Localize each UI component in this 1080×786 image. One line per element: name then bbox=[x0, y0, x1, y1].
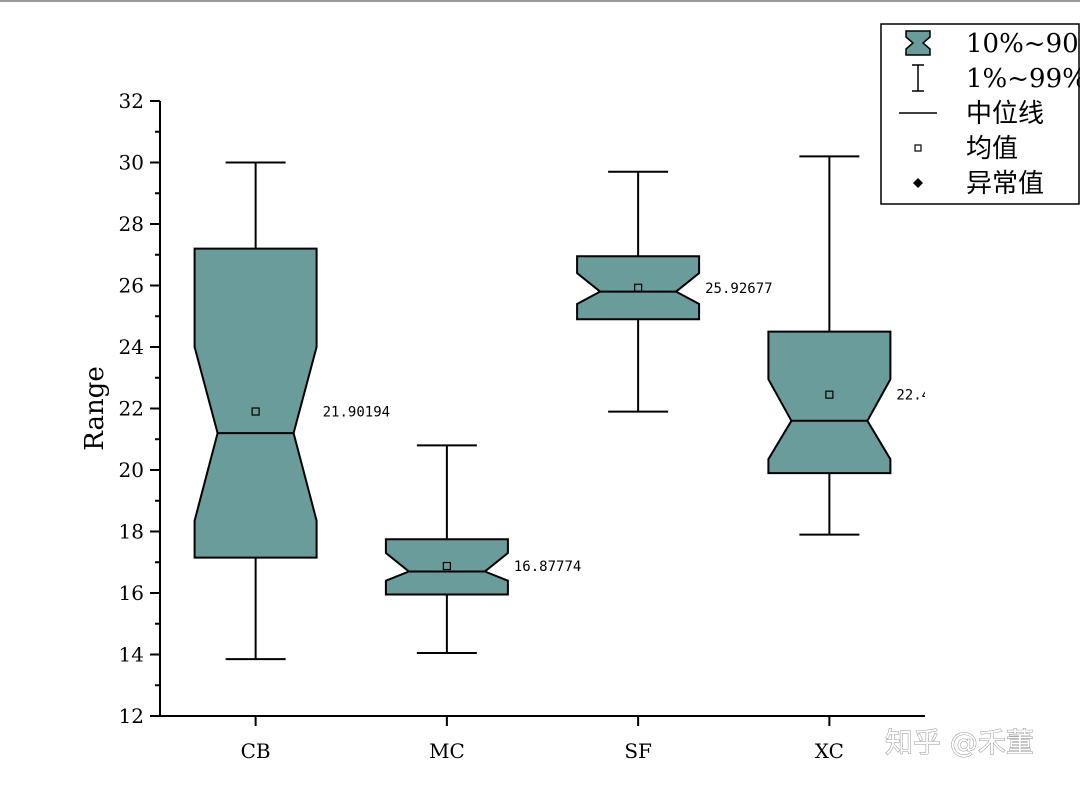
y-tick-label: 16 bbox=[119, 581, 144, 605]
y-tick-label: 12 bbox=[119, 704, 144, 728]
legend-label: 10%~90% bbox=[966, 29, 1080, 59]
y-tick-label: 18 bbox=[119, 520, 144, 544]
mean-marker bbox=[825, 390, 834, 399]
legend-label: 1%~99% bbox=[966, 64, 1080, 94]
notched-box bbox=[193, 247, 318, 559]
watermark-text: 知乎 @禾董 bbox=[885, 726, 1034, 759]
legend-entry: 10%~90% bbox=[905, 29, 1080, 59]
clipped-series: 21.90194 16.87774 25.92677 22.4 bbox=[193, 155, 930, 661]
y-axis-label: Range bbox=[80, 366, 110, 450]
notched-box bbox=[767, 330, 892, 475]
mean-label: 25.92677 bbox=[705, 281, 772, 297]
legend-label: 异常值 bbox=[966, 169, 1044, 199]
mean-label: 22.4 bbox=[896, 388, 930, 404]
y-tick-label: 24 bbox=[119, 335, 144, 359]
x-tick-label: MC bbox=[429, 739, 465, 763]
legend-mean-swatch bbox=[914, 144, 922, 152]
box-xc: 22.4 bbox=[767, 155, 930, 536]
y-tick-label: 20 bbox=[119, 458, 144, 482]
y-tick-label: 26 bbox=[119, 274, 144, 298]
x-tick-label: SF bbox=[624, 739, 652, 763]
mean-marker bbox=[442, 561, 451, 571]
legend-box-swatch bbox=[905, 30, 931, 56]
legend-entry: 1%~99% bbox=[912, 64, 1080, 94]
mean-marker bbox=[251, 407, 260, 416]
legend-entry: 中位线 bbox=[899, 99, 1044, 129]
mean-marker bbox=[634, 283, 643, 292]
legend-entry: 均值 bbox=[914, 134, 1018, 164]
legend-outlier-swatch bbox=[913, 178, 923, 188]
y-tick-label: 28 bbox=[119, 212, 144, 236]
box-mc: 16.87774 bbox=[384, 444, 581, 654]
x-tick-label: CB bbox=[241, 739, 271, 763]
plot-area: 21.90194 16.87774 25.92677 22.4 12 14 16 18 20 22… bbox=[80, 89, 930, 763]
notched-box bbox=[576, 255, 701, 321]
mean-label: 16.87774 bbox=[514, 559, 581, 575]
y-tick-label: 22 bbox=[119, 397, 144, 421]
y-tick-label: 14 bbox=[119, 643, 144, 667]
x-tick-label: XC bbox=[815, 739, 844, 763]
y-tick-label: 30 bbox=[119, 151, 144, 175]
legend-label: 均值 bbox=[966, 134, 1018, 164]
notched-box bbox=[384, 538, 509, 596]
mean-label: 21.90194 bbox=[323, 405, 390, 421]
legend-entry: 异常值 bbox=[913, 169, 1044, 199]
box-cb: 21.90194 bbox=[193, 161, 390, 661]
box-sf: 25.92677 bbox=[576, 170, 773, 413]
y-tick-label: 32 bbox=[119, 89, 144, 113]
legend-label: 中位线 bbox=[966, 99, 1044, 129]
